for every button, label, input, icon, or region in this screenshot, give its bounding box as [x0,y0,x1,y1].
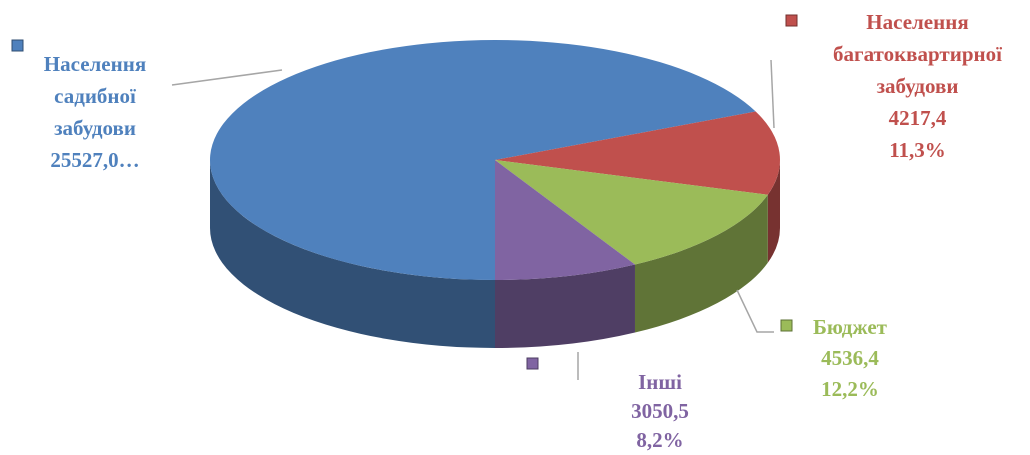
label-1: Населення багатоквартирної забудови 4217,… [805,6,1030,166]
slice [495,111,780,195]
leader-line [171,69,283,86]
slice-side [495,264,635,348]
category-label: Населення садибної забудови [43,52,147,140]
slice [210,40,756,281]
leader-line [736,289,774,333]
leader-line [770,59,775,129]
label-3: Інші 3050,5 8,2% [600,368,720,455]
category-label: Бюджет [813,315,887,339]
percent-label: 8,2% [636,428,684,452]
value-label: 4217,4 [888,106,947,130]
category-label: Населення багатоквартирної забудови [833,10,1002,98]
slice-side [767,160,780,263]
slice [495,160,635,280]
label-2: Бюджет 4536,4 12,2% [790,312,910,405]
legend-marker [785,14,798,27]
leader-lines [171,59,775,380]
slice [495,160,768,265]
legend-marker [780,319,793,332]
label-0: Населення садибної забудови 25527,0… [20,48,170,176]
legend-marker [11,39,24,52]
pie [210,40,780,348]
value-label: 25527,0… [50,148,140,172]
legend-marker [526,357,539,370]
percent-label: 11,3% [889,138,946,162]
percent-label: 12,2% [821,377,879,401]
slice-side [210,160,495,348]
category-label: Інші [638,370,682,394]
value-label: 4536,4 [821,346,879,370]
value-label: 3050,5 [631,399,689,423]
slice-side [634,194,768,333]
